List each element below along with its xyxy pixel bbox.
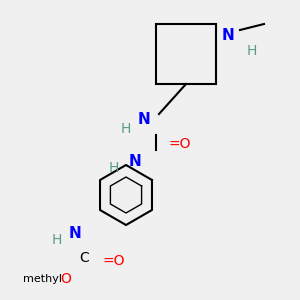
Text: O: O: [61, 272, 71, 286]
Text: H: H: [247, 44, 257, 58]
Text: =O: =O: [169, 137, 191, 151]
Text: N: N: [222, 28, 234, 44]
Text: N: N: [138, 112, 150, 128]
Text: H: H: [121, 122, 131, 136]
Text: H: H: [109, 161, 119, 175]
Text: N: N: [129, 154, 141, 169]
Text: =O: =O: [103, 254, 125, 268]
Text: N: N: [69, 226, 81, 242]
Text: H: H: [52, 233, 62, 247]
Text: C: C: [79, 251, 89, 265]
Text: methyl: methyl: [22, 274, 62, 284]
